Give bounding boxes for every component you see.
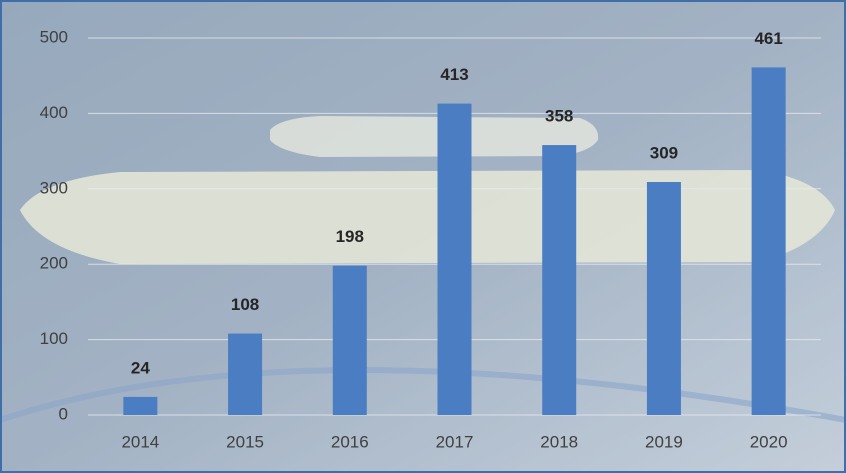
bar xyxy=(647,182,681,415)
x-tick-label: 2014 xyxy=(121,432,159,451)
data-label: 24 xyxy=(131,358,150,377)
data-label: 358 xyxy=(545,107,573,126)
x-tick-label: 2018 xyxy=(540,432,578,451)
data-label: 413 xyxy=(440,65,468,84)
bar xyxy=(438,104,472,415)
x-tick-label: 2016 xyxy=(331,432,369,451)
x-tick-label: 2019 xyxy=(645,432,683,451)
data-label: 309 xyxy=(650,143,678,162)
x-tick-label: 2020 xyxy=(750,432,788,451)
bar xyxy=(228,334,262,415)
bar xyxy=(752,67,786,415)
bar xyxy=(333,266,367,415)
bar xyxy=(542,145,576,415)
x-tick-label: 2017 xyxy=(436,432,474,451)
y-tick-label: 500 xyxy=(40,27,68,46)
data-label: 198 xyxy=(336,227,364,246)
y-tick-label: 100 xyxy=(40,329,68,348)
data-label: 108 xyxy=(231,295,259,314)
y-tick-label: 200 xyxy=(40,254,68,273)
y-tick-label: 300 xyxy=(40,178,68,197)
bar xyxy=(123,397,157,415)
x-tick-label: 2015 xyxy=(226,432,264,451)
y-tick-label: 0 xyxy=(59,404,68,423)
chart: 0 100 200 300 400 500 24 2014 108 2015 198 2016 413 2… xyxy=(0,0,846,473)
y-tick-label: 400 xyxy=(40,103,68,122)
data-label: 461 xyxy=(754,29,782,48)
